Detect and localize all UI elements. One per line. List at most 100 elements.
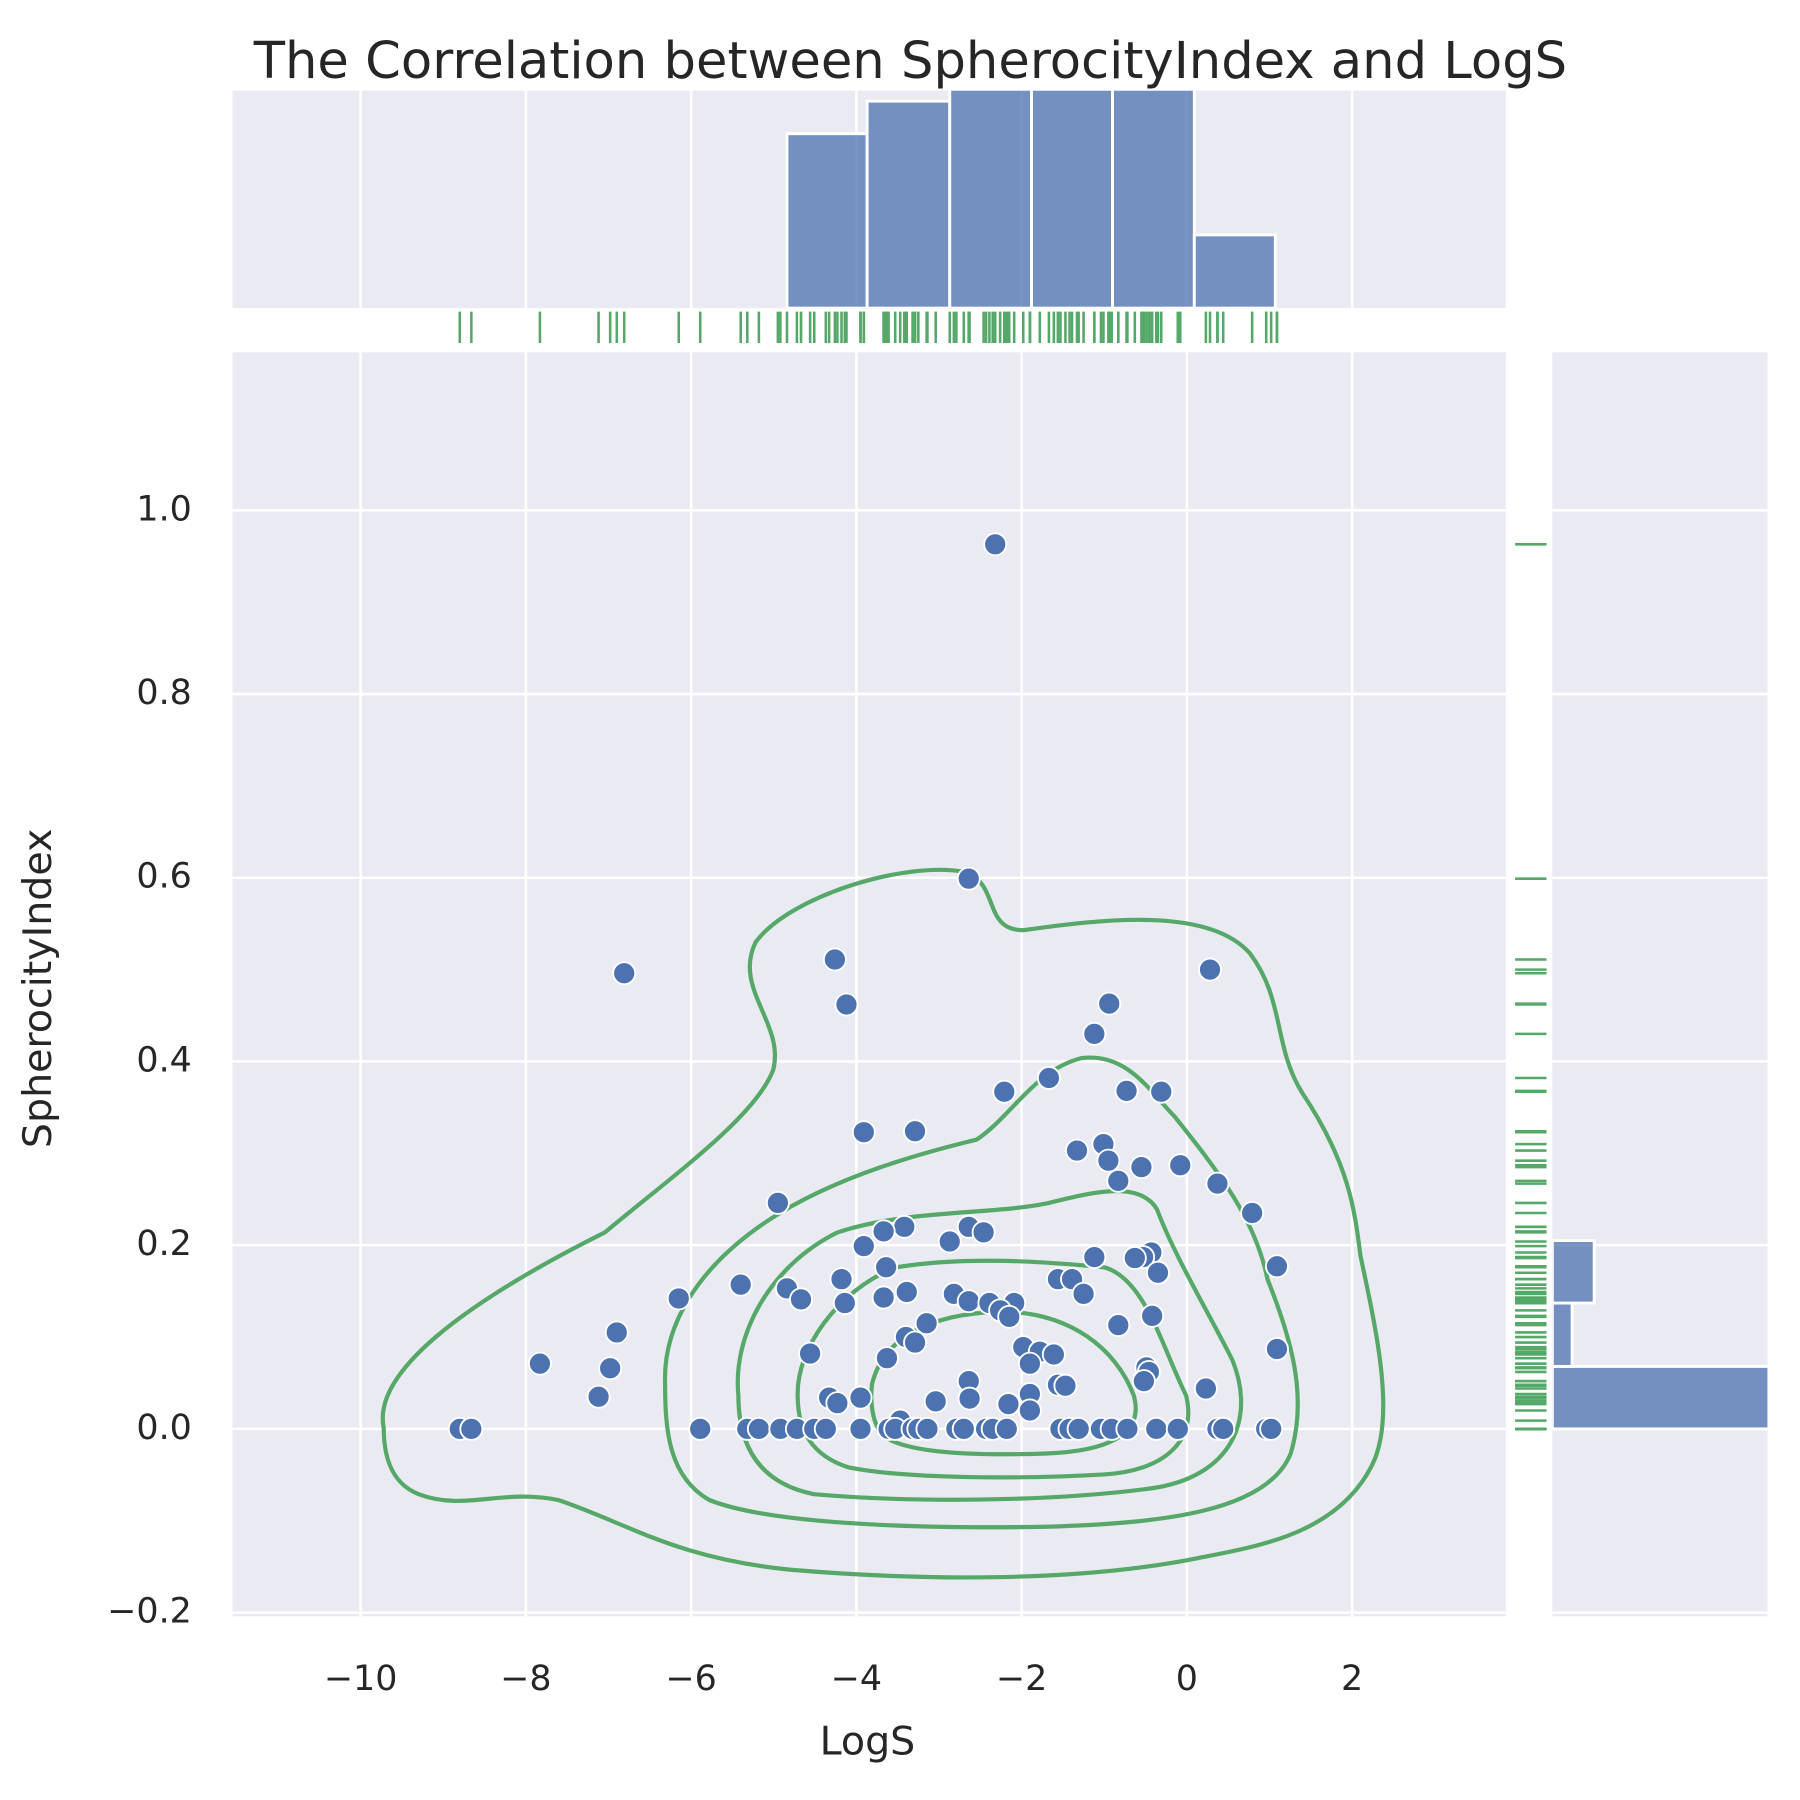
scatter-point — [604, 1320, 629, 1345]
scatter-points — [447, 532, 1289, 1441]
scatter-point — [871, 1219, 896, 1244]
scatter-point — [746, 1416, 771, 1441]
scatter-point — [1145, 1260, 1170, 1285]
kde-contour — [663, 1055, 1300, 1530]
y-tick-label: 0.0 — [136, 1408, 191, 1448]
scatter-point — [586, 1384, 611, 1409]
scatter-point — [666, 1286, 691, 1311]
scatter-point — [892, 1214, 917, 1239]
histogram-bar — [948, 90, 1033, 309]
scatter-point — [1096, 1148, 1121, 1173]
scatter-point — [851, 1120, 876, 1145]
scatter-point — [951, 1416, 976, 1441]
scatter-point — [1036, 1066, 1061, 1090]
scatter-point — [957, 1386, 982, 1411]
kde-contour — [735, 1189, 1244, 1502]
histogram-bar — [1552, 1239, 1596, 1305]
x-tick-label: 2 — [1341, 1659, 1363, 1699]
scatter-point — [1264, 1336, 1289, 1361]
scatter-point — [1129, 1155, 1154, 1180]
y-tick-label: −0.2 — [107, 1592, 192, 1632]
scatter-point — [1017, 1398, 1042, 1423]
histogram-bar — [785, 132, 869, 309]
scatter-point — [994, 1416, 1019, 1441]
scatter-point — [1017, 1351, 1042, 1376]
right-histogram — [1552, 1239, 1768, 1431]
scatter-point — [1122, 1246, 1147, 1271]
x-tick-label: −6 — [665, 1659, 716, 1699]
scatter-point — [1041, 1342, 1066, 1367]
scatter-point — [894, 1280, 919, 1305]
scatter-point — [459, 1416, 484, 1441]
scatter-point — [1264, 1254, 1289, 1279]
scatter-point — [914, 1311, 939, 1336]
scatter-point — [1193, 1376, 1218, 1401]
scatter-point — [971, 1220, 996, 1245]
histogram-bar — [1552, 1301, 1574, 1368]
histogram-bar — [1111, 90, 1196, 309]
scatter-point — [1240, 1201, 1265, 1226]
scatter-point — [915, 1416, 940, 1441]
kde-contour — [380, 867, 1386, 1580]
scatter-point — [1115, 1416, 1140, 1441]
scatter-point — [848, 1385, 873, 1410]
scatter-point — [1211, 1416, 1236, 1441]
scatter-point — [1082, 1021, 1107, 1046]
scatter-point — [1149, 1079, 1174, 1104]
scatter-point — [848, 1416, 873, 1441]
scatter-point — [822, 947, 847, 972]
x-tick-label: −8 — [500, 1659, 551, 1699]
scatter-point — [903, 1330, 928, 1355]
x-tick-label: 0 — [1176, 1659, 1198, 1699]
x-tick-label: −2 — [996, 1659, 1047, 1699]
scatter-point — [1082, 1245, 1107, 1270]
scatter-point — [992, 1079, 1017, 1104]
x-axis-label: LogS — [820, 1719, 916, 1765]
scatter-point — [874, 1255, 899, 1280]
y-tick-label: 0.4 — [136, 1040, 191, 1080]
scatter-point — [923, 1389, 948, 1414]
scatter-point — [983, 532, 1008, 557]
scatter-point — [527, 1351, 552, 1376]
histogram-bar — [865, 99, 952, 309]
y-tick-label: 0.2 — [136, 1224, 191, 1264]
scatter-point — [765, 1190, 790, 1215]
scatter-point — [688, 1416, 713, 1441]
scatter-point — [1097, 991, 1122, 1016]
scatter-point — [1066, 1416, 1091, 1441]
scatter-point — [825, 1391, 850, 1416]
scatter-point — [937, 1229, 962, 1254]
histogram-bar — [1552, 1364, 1768, 1431]
scatter-point — [1259, 1416, 1284, 1441]
y-tick-label: 0.8 — [136, 673, 191, 713]
x-tick-label: −4 — [831, 1659, 882, 1699]
scatter-point — [1106, 1313, 1131, 1338]
scatter-point — [903, 1119, 928, 1144]
scatter-point — [1053, 1373, 1078, 1398]
scatter-point — [1106, 1168, 1131, 1193]
kde-contours — [380, 867, 1386, 1580]
y-axis-label: SpherocityIndex — [15, 829, 61, 1148]
scatter-point — [612, 961, 637, 986]
scatter-point — [1205, 1171, 1230, 1196]
scatter-point — [851, 1234, 876, 1259]
scatter-point — [834, 992, 859, 1017]
scatter-point — [1165, 1416, 1190, 1441]
chart-title: The Correlation between SpherocityIndex … — [253, 32, 1567, 91]
scatter-point — [1144, 1416, 1169, 1441]
scatter-point — [1140, 1303, 1165, 1328]
scatter-point — [789, 1287, 813, 1312]
top-histogram — [785, 90, 1277, 309]
scatter-point — [798, 1341, 823, 1366]
scatter-point — [871, 1285, 896, 1310]
scatter-point — [1071, 1281, 1096, 1306]
scatter-point — [997, 1304, 1022, 1329]
scatter-point — [956, 866, 981, 891]
scatter-point — [813, 1416, 838, 1441]
y-tick-label: 0.6 — [136, 857, 191, 897]
scatter-point — [1198, 957, 1222, 982]
scatter-point — [1114, 1078, 1139, 1103]
scatter-point — [829, 1267, 854, 1292]
scatter-point — [1168, 1153, 1193, 1178]
